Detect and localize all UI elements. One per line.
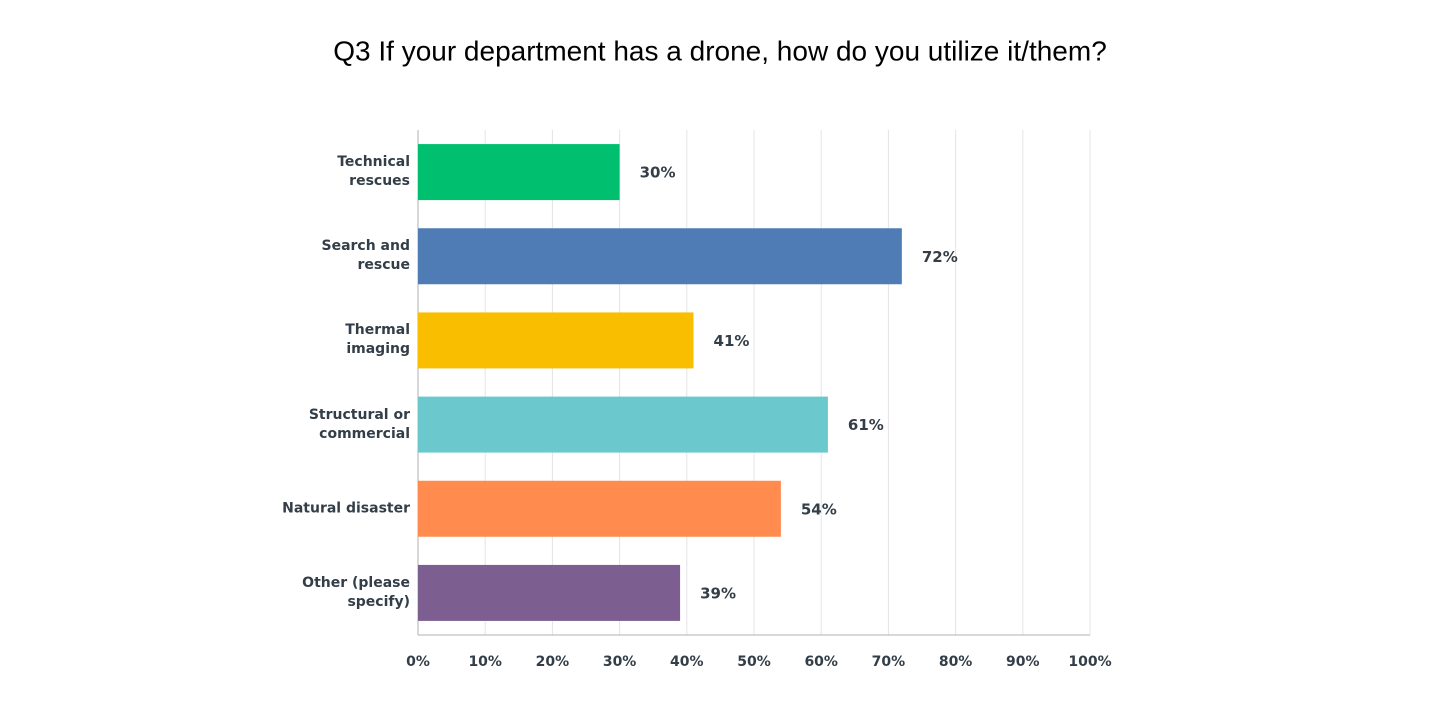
- value-label: 30%: [640, 164, 676, 182]
- x-tick-label: 40%: [670, 654, 704, 670]
- x-tick-label: 20%: [536, 654, 570, 670]
- value-label: 61%: [848, 416, 884, 434]
- bar: [418, 228, 902, 285]
- chart-title: Q3 If your department has a drone, how d…: [333, 35, 1107, 66]
- y-tick-label: Thermal imaging: [345, 322, 410, 358]
- x-tick-label: 80%: [939, 654, 973, 670]
- x-tick-label: 10%: [468, 654, 502, 670]
- x-tick-label: 60%: [804, 654, 838, 670]
- x-tick-label: 100%: [1068, 654, 1111, 670]
- bar: [418, 480, 781, 537]
- y-tick-label: Other (please specify): [302, 574, 410, 610]
- value-label: 54%: [801, 500, 837, 518]
- bar: [418, 396, 828, 453]
- x-tick-label: 70%: [872, 654, 906, 670]
- y-tick-label: Structural or commercial: [308, 406, 410, 442]
- value-label: 72%: [922, 248, 958, 266]
- x-tick-label: 90%: [1006, 654, 1040, 670]
- y-tick-label: Technical rescues: [337, 154, 410, 190]
- bar: [418, 144, 620, 201]
- value-label: 41%: [714, 332, 750, 350]
- value-label: 39%: [700, 584, 736, 602]
- y-tick-label: Natural disaster: [282, 500, 410, 517]
- x-tick-label: 0%: [406, 654, 430, 670]
- y-tick-label: Search and rescue: [321, 238, 410, 274]
- x-tick-label: 50%: [737, 654, 771, 670]
- x-tick-label: 30%: [603, 654, 637, 670]
- bar: [418, 564, 681, 621]
- bar: [418, 312, 694, 369]
